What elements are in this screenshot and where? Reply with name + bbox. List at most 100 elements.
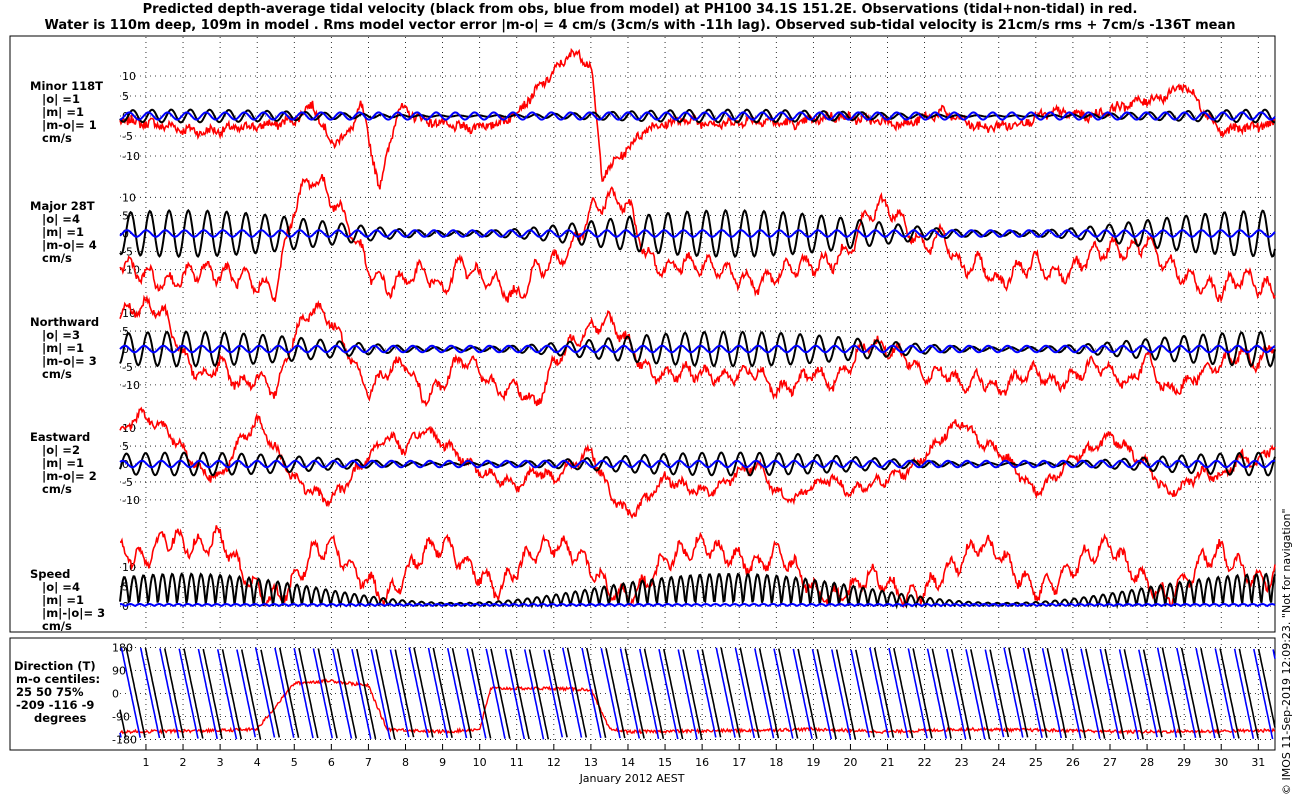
obs-direction-series: [720, 647, 741, 738]
grid-lines: [120, 37, 1275, 749]
y-tick-label: 5: [122, 440, 129, 453]
observed-direction-series: [119, 678, 1276, 736]
obs-direction-series: [413, 647, 434, 738]
obs-direction-series: [797, 648, 818, 739]
model-direction-series: [926, 648, 948, 739]
x-axis-label: January 2012 AEST: [579, 772, 685, 785]
model-direction-series: [869, 647, 890, 738]
model-direction-series: [236, 649, 256, 738]
model-direction-series: [370, 649, 391, 740]
panel-label-line: |m-o|= 1: [42, 118, 97, 132]
panel-speed: [119, 525, 1276, 610]
model-direction-series: [331, 648, 353, 739]
model-direction-series: [965, 649, 986, 740]
obs-direction-series: [1046, 647, 1067, 739]
x-tick-label: 27: [1103, 756, 1117, 769]
obs-direction-series: [183, 648, 204, 739]
model-tide-series-north: [119, 344, 1276, 354]
model-direction-series: [312, 648, 333, 739]
observed-series-major: [119, 174, 1276, 304]
obs-direction-series: [509, 648, 530, 740]
model-direction-series: [696, 649, 717, 738]
x-tick-label: 7: [365, 756, 372, 769]
panel-label-line: |o| =4: [42, 580, 80, 594]
y-tick-label: 5: [122, 581, 129, 594]
x-tick-label: 19: [806, 756, 820, 769]
model-direction-series: [543, 649, 564, 738]
y-tick-label: 0: [122, 343, 129, 356]
x-tick-label: 30: [1214, 756, 1228, 769]
obs-direction-series: [739, 647, 760, 739]
panel-label-line: Major 28T: [30, 199, 95, 213]
y-tick-label: 5: [122, 209, 129, 222]
obs-direction-series: [989, 649, 1010, 738]
obs-direction-series: [471, 648, 492, 739]
model-direction-series: [1156, 647, 1178, 738]
obs-direction-series: [970, 649, 991, 740]
model-direction-series: [600, 648, 621, 739]
x-tick-label: 24: [992, 756, 1006, 769]
panel-label-line: |o| =3: [42, 328, 80, 342]
obs-direction-series: [1123, 649, 1144, 740]
model-direction-series: [658, 649, 679, 740]
model-direction-series: [485, 648, 506, 739]
y-tick-label: 10: [122, 70, 136, 83]
obs-direction-series: [1161, 647, 1182, 738]
panel-label-line: cm/s: [42, 251, 72, 265]
obs-direction-series: [336, 648, 358, 739]
obs-direction-series: [778, 648, 799, 739]
obs-direction-series: [451, 648, 473, 739]
model-direction-series: [120, 647, 141, 738]
model-direction-series: [1041, 648, 1063, 739]
obs-direction-series: [221, 649, 243, 740]
x-tick-label: 9: [439, 756, 446, 769]
obs-direction-series: [432, 647, 453, 738]
x-tick-label: 21: [881, 756, 895, 769]
y-tick-label: 5: [122, 325, 129, 338]
obs-direction-series: [144, 647, 166, 739]
y-tick-label: -5: [122, 476, 133, 489]
model-tide-series-east: [119, 459, 1276, 469]
obs-direction-series: [893, 647, 914, 739]
y-tick-label: 10: [122, 191, 136, 204]
x-tick-label: 25: [1029, 756, 1043, 769]
obs-direction-series: [1180, 647, 1202, 738]
y-tick-label: 0: [122, 110, 129, 123]
model-direction-series: [466, 648, 487, 739]
x-tick-label: 8: [402, 756, 409, 769]
observed-series-speed: [120, 525, 1276, 609]
obs-direction-series: [1027, 647, 1048, 738]
panel-label-line: |m| =1: [42, 105, 84, 119]
model-direction-series: [1253, 648, 1274, 740]
model-direction-series: [1099, 648, 1120, 740]
model-direction-series: [1061, 648, 1082, 739]
y-tick-label: 5: [122, 90, 129, 103]
model-direction-series: [1214, 648, 1235, 739]
model-tide-series-major: [119, 229, 1276, 238]
obs-tide-series-north: [119, 330, 1276, 368]
panel-label-line: |o| =2: [42, 443, 80, 457]
panel-label-line: Eastward: [30, 430, 90, 444]
model-direction-series: [984, 649, 1005, 738]
model-direction-series: [197, 648, 218, 740]
panel-labels: Minor 118T|o| =1|m| =1|m-o|= 1cm/sMajor …: [14, 79, 105, 725]
panel-major: [119, 174, 1276, 304]
model-direction-series: [523, 649, 545, 740]
x-tick-label: 1: [142, 756, 149, 769]
panel-direction: [119, 647, 1276, 740]
model-direction-series: [811, 649, 833, 740]
obs-direction-series: [855, 649, 875, 738]
direction-tick-label: 90: [112, 665, 126, 678]
model-direction-series: [139, 647, 161, 739]
x-tick-label: 12: [547, 756, 561, 769]
x-tick-label: 29: [1177, 756, 1191, 769]
panel-label-line: |m-o|= 2: [42, 469, 97, 483]
model-direction-series: [1118, 649, 1140, 740]
obs-direction-series: [241, 649, 262, 740]
obs-direction-series: [125, 647, 146, 738]
x-tick-label: 20: [843, 756, 857, 769]
panel-label-line: |m| =1: [42, 341, 84, 355]
x-tick-label: 28: [1140, 756, 1154, 769]
x-tick-label: 2: [180, 756, 187, 769]
obs-direction-series: [1238, 648, 1259, 739]
